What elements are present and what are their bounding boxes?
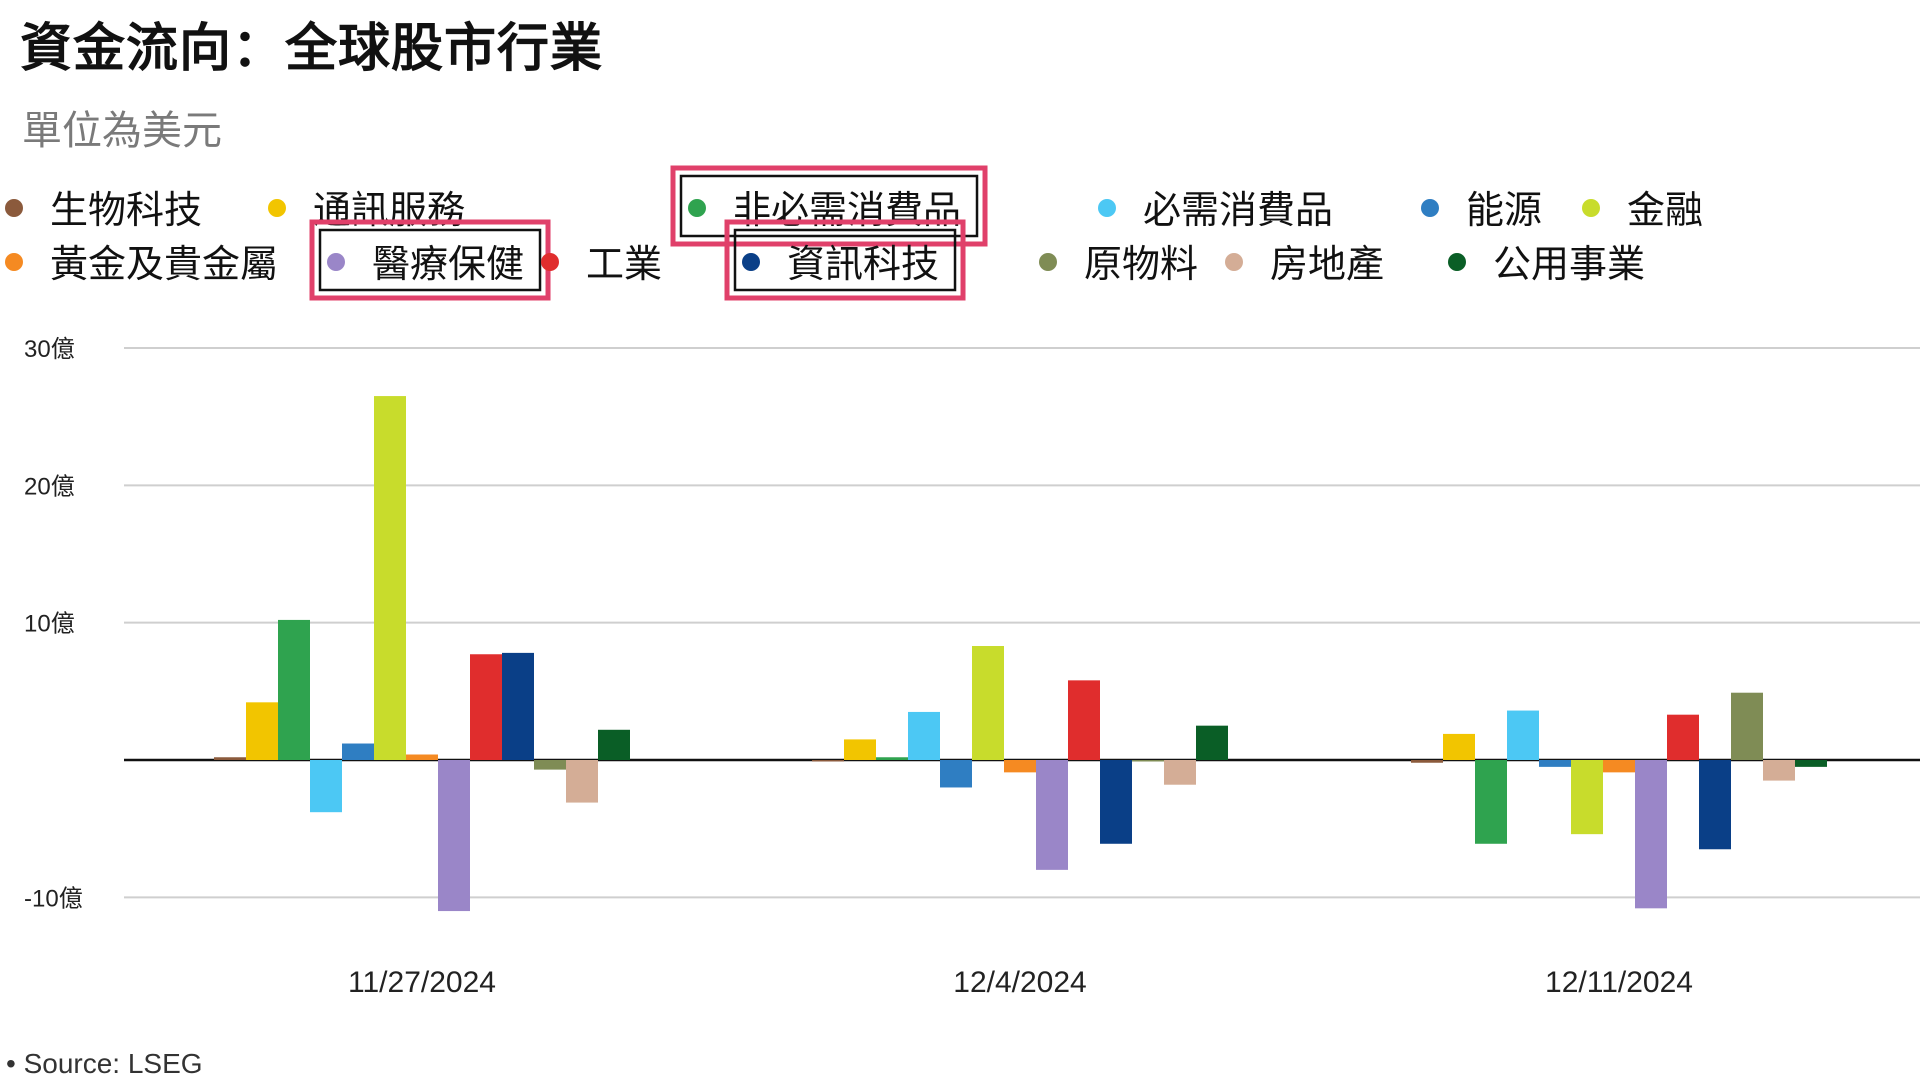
bar [1699,760,1731,850]
highlight-box-outer [724,219,966,301]
legend-swatch [268,199,286,217]
legend-swatch [1582,199,1600,217]
chart-title: 資金流向：全球股市行業 [20,19,604,79]
bar [246,702,278,760]
legend-item: 必需消費品 [1098,188,1333,232]
bar [908,711,940,760]
legend-item: 通訊服務 [268,188,465,232]
legend-label: 公用事業 [1493,242,1645,286]
legend-label: 生物科技 [50,188,202,232]
source-note: • Source: LSEG [6,1048,203,1079]
bar [278,619,310,760]
legend-item: 公用事業 [1448,242,1645,286]
legend-label: 金融 [1627,188,1703,232]
legend-label: 醫療保健 [372,242,524,286]
bar [470,654,502,760]
legend-label: 資訊科技 [787,242,939,286]
bar [1164,760,1196,785]
bar [1603,760,1635,773]
legend-label: 工業 [586,242,662,286]
bar [1004,760,1036,773]
bar [812,760,844,762]
legend-item: 能源 [1421,188,1542,232]
bar [1132,760,1164,762]
highlight-box-outer [670,165,988,247]
bar [972,646,1004,760]
legend-swatch [688,199,706,217]
legend-item: 工業 [541,242,662,286]
bar [1539,760,1571,767]
bar [1411,760,1443,763]
bar [1731,692,1763,760]
legend-swatch [1225,253,1243,271]
x-tick-label: 12/4/2024 [953,966,1086,999]
bar [406,754,438,760]
bar [342,743,374,760]
legend-label: 原物料 [1084,242,1198,286]
x-tick-label: 11/27/2024 [348,966,496,999]
bar [1196,725,1228,760]
legend-label: 黃金及貴金屬 [50,242,278,286]
y-tick-label: 30億 [24,336,75,363]
bar [566,760,598,803]
legend-label: 通訊服務 [313,188,465,232]
legend-swatch [742,253,760,271]
highlight-box-inner [679,174,979,238]
bar [1036,760,1068,870]
legend-item: 房地產 [1225,242,1384,286]
y-tick-label: 20億 [24,473,75,500]
x-tick-label: 12/11/2024 [1545,966,1693,999]
bar [1763,760,1795,781]
bar [1068,680,1100,760]
bar [1100,760,1132,844]
y-tick-label: 10億 [24,611,75,638]
legend-swatch [1039,253,1057,271]
legend-item: 原物料 [1039,242,1198,286]
legend-label: 必需消費品 [1143,188,1333,232]
legend-item: 醫療保健 [309,219,551,301]
bar [876,757,908,760]
legend-swatch [5,199,23,217]
legend-item: 金融 [1582,188,1703,232]
legend-item: 資訊科技 [724,219,966,301]
legend-item: 黃金及貴金屬 [5,242,278,286]
bar [534,760,566,770]
bar [844,739,876,760]
legend-label: 非必需消費品 [733,188,961,232]
bar [1507,710,1539,760]
bar [940,760,972,788]
highlight-box-inner [733,228,957,292]
legend-label: 房地產 [1270,242,1384,286]
chart-subtitle: 單位為美元 [22,108,222,154]
bar [438,760,470,912]
legend-item: 非必需消費品 [670,165,988,247]
y-tick-label: -10億 [24,885,83,912]
bar [598,729,630,760]
legend-item: 生物科技 [5,188,202,232]
x-axis-labels: 11/27/2024 12/4/2024 12/11/2024 [348,966,1693,999]
legend-swatch [1421,199,1439,217]
bar [1443,733,1475,760]
bar [502,652,534,760]
legend-swatch [1098,199,1116,217]
bar [310,760,342,813]
legend-label: 能源 [1466,188,1542,232]
bar [1475,760,1507,844]
legend-swatch [541,253,559,271]
bar [1667,714,1699,760]
legend-swatch [1448,253,1466,271]
bar [1571,760,1603,835]
bar [1795,760,1827,767]
bar [214,757,246,760]
bar [1635,760,1667,909]
legend-swatch [5,253,23,271]
highlight-box-inner [318,228,542,292]
chart-bars [214,396,1827,912]
bar [374,396,406,760]
legend-swatch [327,253,345,271]
